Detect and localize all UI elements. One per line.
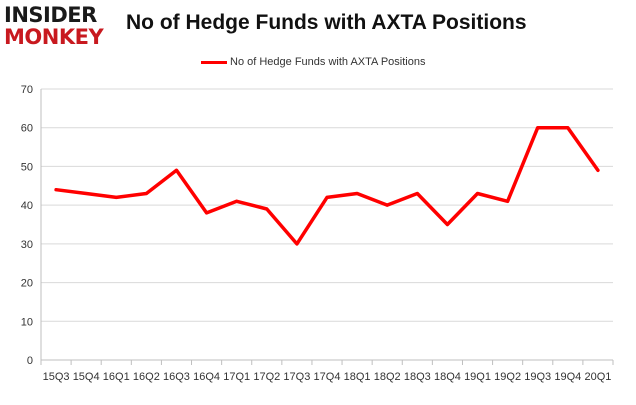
legend-swatch	[201, 60, 227, 64]
x-tick-label-19Q2: 19Q2	[494, 371, 521, 383]
data-point-18Q3	[415, 192, 419, 196]
data-point-19Q2	[506, 199, 510, 203]
data-point-17Q1	[235, 199, 239, 203]
data-point-16Q1	[114, 195, 118, 199]
data-point-17Q3	[295, 242, 299, 246]
x-tick-label-16Q3: 16Q3	[163, 371, 190, 383]
data-point-15Q3	[54, 188, 58, 192]
x-tick-label-20Q1: 20Q1	[584, 371, 611, 383]
x-tick-label-16Q2: 16Q2	[133, 371, 160, 383]
data-point-17Q2	[265, 207, 269, 211]
y-tick-label-0: 0	[27, 355, 33, 367]
logo-line-monkey: MONKEY	[4, 25, 104, 49]
data-point-16Q4	[205, 211, 209, 215]
x-tick-label-19Q1: 19Q1	[464, 371, 491, 383]
y-tick-label-70: 70	[21, 84, 33, 96]
y-tick-label-20: 20	[21, 278, 33, 290]
x-tick-label-18Q3: 18Q3	[404, 371, 431, 383]
x-tick-label-17Q1: 17Q1	[223, 371, 250, 383]
data-point-17Q4	[325, 195, 329, 199]
data-point-19Q1	[476, 192, 480, 196]
x-tick-label-15Q3: 15Q3	[43, 371, 70, 383]
x-tick-label-17Q2: 17Q2	[253, 371, 280, 383]
y-tick-label-40: 40	[21, 200, 33, 212]
x-tick-label-17Q3: 17Q3	[283, 371, 310, 383]
logo-line-insider: INSIDER	[4, 3, 97, 27]
x-tick-label-16Q4: 16Q4	[193, 371, 220, 383]
x-tick-label-18Q4: 18Q4	[434, 371, 461, 383]
x-tick-label-19Q4: 19Q4	[554, 371, 581, 383]
chart-title: No of Hedge Funds with AXTA Positions	[126, 11, 527, 34]
y-tick-label-50: 50	[21, 161, 33, 173]
data-point-18Q4	[445, 223, 449, 226]
y-tick-label-60: 60	[21, 123, 33, 135]
y-tick-label-10: 10	[21, 316, 33, 328]
x-tick-label-15Q4: 15Q4	[73, 371, 100, 383]
x-tick-label-16Q1: 16Q1	[103, 371, 130, 383]
data-point-19Q3	[536, 126, 540, 130]
series-line-0	[54, 125, 600, 246]
data-point-18Q1	[355, 192, 359, 196]
insider-monkey-logo: INSIDER MONKEY	[4, 4, 116, 50]
data-point-18Q2	[385, 203, 389, 207]
data-point-15Q4	[84, 192, 88, 196]
x-tick-label-18Q2: 18Q2	[374, 371, 401, 383]
data-point-19Q4	[566, 126, 570, 130]
data-point-16Q3	[174, 168, 178, 172]
x-tick-label-18Q1: 18Q1	[344, 371, 371, 383]
legend-label: No of Hedge Funds with AXTA Positions	[230, 56, 426, 68]
y-tick-label-30: 30	[21, 239, 33, 251]
x-tick-label-17Q4: 17Q4	[314, 371, 341, 383]
data-point-16Q2	[144, 192, 148, 196]
x-tick-label-19Q3: 19Q3	[524, 371, 551, 383]
data-point-20Q1	[596, 168, 600, 172]
chart-legend: No of Hedge Funds with AXTA Positions	[201, 55, 425, 69]
